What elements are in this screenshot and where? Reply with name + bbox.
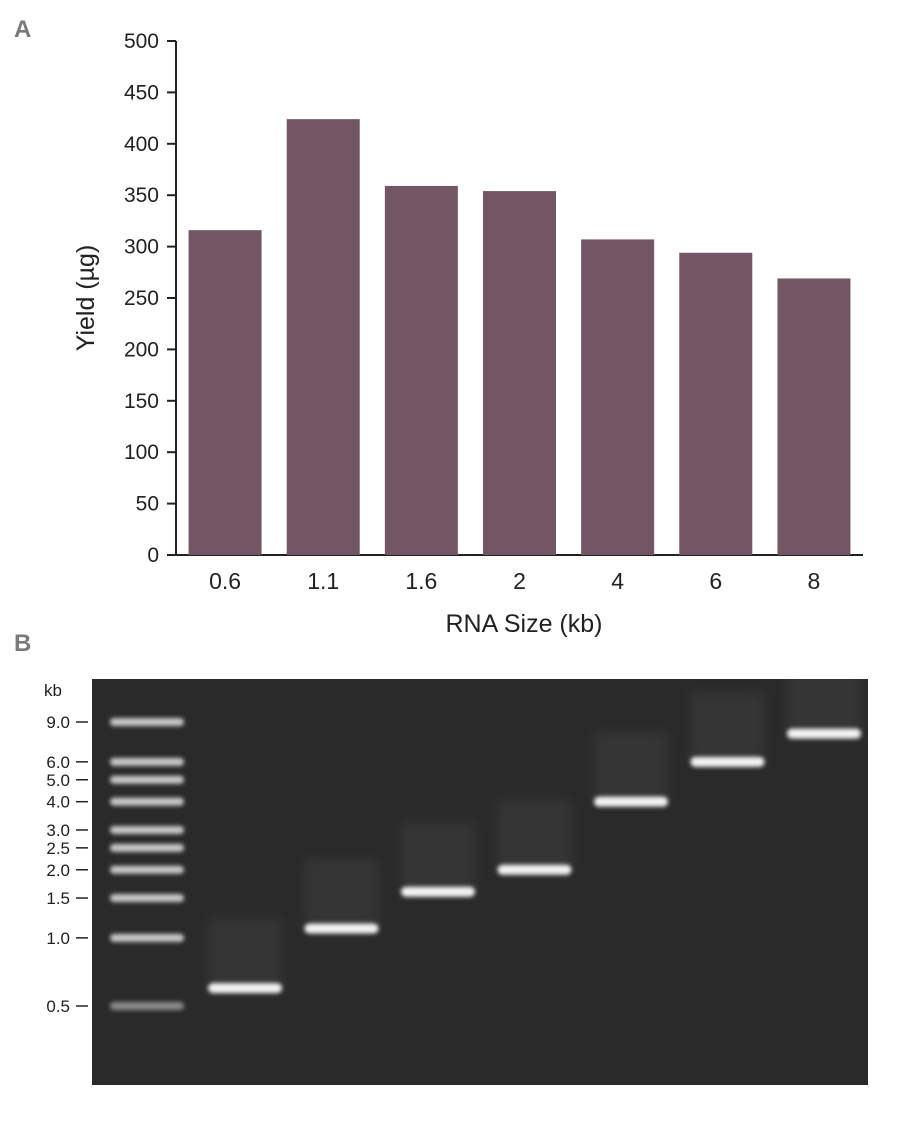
bar-0.6 xyxy=(188,230,262,556)
gel-unit-label: kb xyxy=(44,681,62,700)
ladder-label: 1.5 xyxy=(46,889,70,908)
sample-band-8kb xyxy=(787,728,861,739)
ladder-band xyxy=(110,894,184,903)
y-tick-label: 300 xyxy=(124,236,159,259)
ladder-label: 9.0 xyxy=(46,713,70,732)
lane-smear xyxy=(304,858,379,929)
lane-smear xyxy=(401,821,475,892)
lane-smear xyxy=(208,918,282,989)
y-tick-label: 0 xyxy=(147,544,159,567)
y-tick-label: 450 xyxy=(124,81,159,104)
sample-band-6kb xyxy=(690,756,765,767)
sample-band-4kb xyxy=(594,796,668,807)
bar-1.1 xyxy=(286,119,360,556)
y-tick-label: 50 xyxy=(136,493,159,516)
ladder-label: 3.0 xyxy=(46,821,70,840)
lane-smear xyxy=(497,799,572,870)
sample-band-2kb xyxy=(497,864,572,875)
ladder-band xyxy=(110,757,184,766)
ladder-band xyxy=(110,775,184,784)
y-tick-label: 250 xyxy=(124,287,159,310)
ladder-band xyxy=(110,933,184,942)
sample-band-0.6kb xyxy=(208,983,282,994)
y-tick-label: 100 xyxy=(124,441,159,464)
x-tick-label: 1.6 xyxy=(405,568,437,594)
sample-band-1.6kb xyxy=(401,886,475,897)
x-tick-label: 1.1 xyxy=(307,568,339,594)
y-tick-label: 400 xyxy=(124,133,159,156)
y-tick-label: 350 xyxy=(124,184,159,207)
bar-4 xyxy=(581,239,655,556)
gel-image: kb 9.0 6.05.0 4.0 3.02.5 2.0 1.5 1.0 0.5 xyxy=(44,663,868,1085)
y-tick-label: 200 xyxy=(124,338,159,361)
lane-smear xyxy=(690,691,765,762)
bar-8 xyxy=(777,278,851,555)
ladder-label: 1.0 xyxy=(46,929,70,948)
y-tick-label: 150 xyxy=(124,390,159,413)
ladder-band xyxy=(110,718,184,726)
ladder-label: 5.0 xyxy=(46,771,70,790)
x-tick-label: 6 xyxy=(709,568,722,594)
bar-1.6 xyxy=(384,185,458,555)
ladder-label: 2.0 xyxy=(46,861,70,880)
panel-label-b: B xyxy=(14,630,32,657)
y-tick-label: 500 xyxy=(124,30,159,53)
ladder-label: 0.5 xyxy=(46,997,70,1016)
ladder-label: 4.0 xyxy=(46,793,70,812)
sample-band-1.1kb xyxy=(304,923,379,934)
ladder-band xyxy=(110,797,184,806)
ladder-band xyxy=(110,865,184,874)
ladder-label: 2.5 xyxy=(46,839,70,858)
y-axis-title: Yield (µg) xyxy=(72,245,100,352)
bar-chart: 0 50 100 150 200 250 300 350 400 450 500 0.6 1.1 1.6 2… xyxy=(72,30,863,638)
bar-6 xyxy=(679,252,753,555)
panel-label-a: A xyxy=(14,16,32,43)
x-tick-label: 0.6 xyxy=(209,568,241,594)
ladder-band xyxy=(110,825,184,834)
lane-smear xyxy=(787,663,861,734)
x-tick-label: 2 xyxy=(513,568,526,594)
ladder-band xyxy=(110,843,184,852)
x-tick-label: 4 xyxy=(611,568,624,594)
lane-smear xyxy=(594,731,668,802)
bar-2 xyxy=(483,191,556,555)
x-tick-label: 8 xyxy=(808,568,821,594)
ladder-band xyxy=(110,1002,184,1010)
ladder-label: 6.0 xyxy=(46,753,70,772)
x-axis-title: RNA Size (kb) xyxy=(446,610,603,638)
